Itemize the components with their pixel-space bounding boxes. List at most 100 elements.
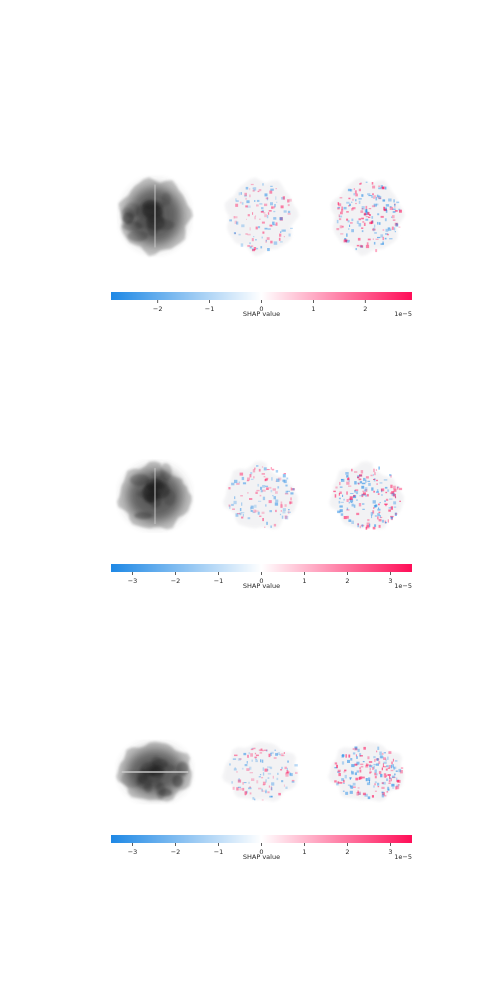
shap-pixel bbox=[359, 481, 363, 484]
shap-pixel bbox=[234, 216, 238, 219]
shap-pixel bbox=[353, 494, 356, 497]
shap-pixel bbox=[358, 478, 362, 481]
shap-pixel bbox=[239, 201, 242, 204]
shap-pixel bbox=[372, 228, 376, 231]
shap-pixel bbox=[360, 763, 364, 765]
shap-pixel bbox=[249, 498, 253, 500]
shap-pixel bbox=[365, 489, 368, 492]
shap-pixel bbox=[348, 228, 350, 230]
shap-pixel bbox=[373, 203, 377, 207]
shap-pixel bbox=[251, 247, 254, 251]
shap-pixel bbox=[375, 491, 379, 493]
shap-pixel bbox=[237, 513, 241, 515]
shap-pixel bbox=[358, 475, 362, 477]
brain-fold bbox=[176, 761, 189, 776]
shap-pixel bbox=[271, 477, 273, 481]
shap-pixel bbox=[378, 518, 382, 522]
shap-pixel bbox=[375, 238, 379, 240]
shap-pixel bbox=[373, 756, 376, 759]
shap-row-3: −3 −2 −1 0 1 2 3 SHAP value 1e−5 bbox=[111, 741, 412, 861]
colorbar-tick-label: 1 bbox=[311, 305, 315, 313]
shap-pixel bbox=[348, 479, 350, 482]
colorbar-offset-text: 1e−5 bbox=[394, 310, 412, 318]
shap-pixel bbox=[237, 779, 242, 783]
shap-pixel bbox=[348, 754, 351, 758]
shap-pixel bbox=[346, 239, 350, 243]
shap-pixel bbox=[372, 227, 375, 232]
shap-pixel bbox=[283, 210, 287, 213]
shap-pixel bbox=[337, 203, 342, 207]
brain-fold bbox=[172, 774, 183, 788]
shap-pixel bbox=[260, 759, 262, 763]
shap-pixel bbox=[377, 213, 380, 216]
shap-pixel bbox=[383, 757, 386, 760]
shap-pixel bbox=[378, 511, 381, 513]
shap-pixel bbox=[249, 786, 251, 788]
shap-pixel bbox=[361, 206, 365, 210]
shap-pixel bbox=[338, 493, 340, 496]
shap-pixel bbox=[280, 753, 284, 757]
shap-pixel bbox=[365, 479, 367, 483]
shap-pixel bbox=[373, 468, 375, 473]
shap-pixel bbox=[277, 772, 279, 775]
shap-pixel bbox=[374, 772, 377, 776]
shap-pixel bbox=[385, 233, 388, 235]
shap-pixel bbox=[281, 229, 283, 232]
shap-pixel bbox=[388, 198, 392, 202]
shap-pixel bbox=[373, 504, 377, 508]
shap-pixel bbox=[354, 747, 358, 751]
shap-pixel bbox=[372, 500, 376, 504]
shap-pixel bbox=[375, 469, 377, 471]
colorbar-gradient bbox=[111, 835, 412, 843]
shap-pixel bbox=[267, 248, 270, 252]
shap-pixel bbox=[281, 515, 284, 519]
shap-pixel bbox=[289, 501, 293, 504]
shap-pixel bbox=[341, 755, 344, 758]
shap-pixel bbox=[258, 189, 262, 192]
shap-pixel bbox=[354, 471, 358, 473]
shap-pixel bbox=[347, 784, 351, 786]
shap-pixel bbox=[358, 791, 361, 795]
shap-pixel bbox=[377, 493, 380, 495]
shap-pixel bbox=[275, 188, 277, 190]
shap-pixel bbox=[346, 499, 349, 502]
shap-pixel bbox=[255, 239, 257, 241]
shap-pixel bbox=[387, 519, 389, 523]
shap-pixel bbox=[255, 754, 259, 757]
colorbar-tick-label: −2 bbox=[153, 305, 163, 313]
shap-pixel bbox=[262, 496, 266, 501]
shap-pixel bbox=[273, 241, 278, 245]
shap-pixel bbox=[254, 200, 256, 202]
shap-pixel bbox=[396, 785, 400, 790]
shap-pixel bbox=[374, 515, 377, 517]
shap-pixel bbox=[398, 487, 403, 491]
shap-pixel bbox=[395, 786, 398, 790]
shap-pixel bbox=[287, 511, 291, 513]
shap-pixel bbox=[342, 790, 345, 792]
colorbar-tick-label: −2 bbox=[171, 848, 181, 856]
shap-pixel bbox=[285, 484, 288, 487]
shap-pixel bbox=[357, 790, 359, 793]
shap-pixel bbox=[369, 523, 371, 528]
shap-pixel bbox=[346, 201, 350, 204]
shap-pixel bbox=[351, 764, 355, 768]
shap-pixel bbox=[265, 239, 267, 243]
shap-pixel bbox=[343, 782, 345, 784]
shap-pixel bbox=[256, 489, 260, 492]
shap-pixel bbox=[355, 777, 359, 781]
shap-pixel bbox=[259, 494, 262, 497]
shap-pixel bbox=[356, 220, 359, 224]
shap-pixel bbox=[392, 493, 396, 497]
shap-pixel bbox=[366, 494, 369, 497]
colorbar: −3 −2 −1 0 1 2 3 SHAP value 1e−5 bbox=[111, 835, 412, 861]
shap-pixel bbox=[370, 512, 374, 516]
shap-pixel bbox=[247, 754, 249, 758]
shap-pixel bbox=[341, 754, 345, 757]
shap-pixel bbox=[382, 236, 384, 241]
shap-pixel bbox=[260, 246, 263, 249]
shap-pixel bbox=[247, 477, 250, 481]
shap-pixel bbox=[358, 503, 362, 507]
shap-pixel bbox=[348, 502, 351, 504]
shap-pixel bbox=[390, 517, 393, 519]
shap-pixel bbox=[241, 476, 245, 481]
